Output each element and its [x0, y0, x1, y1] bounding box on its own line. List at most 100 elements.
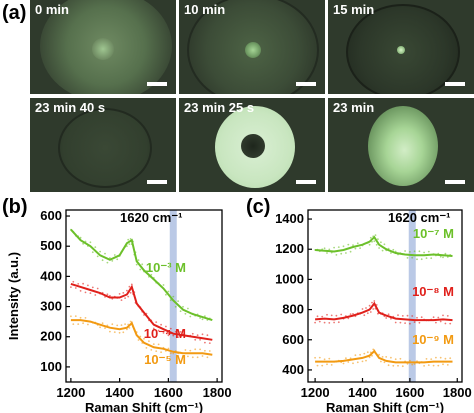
- series-point: [390, 317, 392, 320]
- series-point: [406, 257, 409, 259]
- series-point: [361, 308, 364, 310]
- series-point: [204, 341, 206, 344]
- series-point: [425, 257, 428, 259]
- series-point: [363, 352, 366, 355]
- x-tick-label: 1600: [154, 385, 183, 400]
- series-point: [162, 284, 165, 286]
- series-point: [157, 329, 160, 332]
- series-label: 10⁻⁵ M: [144, 352, 186, 367]
- micrograph-tile: 23 min 40 s: [30, 98, 176, 192]
- micrograph-tile: 15 min: [328, 0, 474, 94]
- series-point: [124, 323, 126, 325]
- series-point: [378, 247, 380, 249]
- series-point: [381, 356, 384, 358]
- series-point: [354, 354, 357, 357]
- x-axis-label: Raman Shift (cm⁻¹): [326, 400, 444, 413]
- series-point: [135, 263, 138, 266]
- series-point: [392, 364, 395, 367]
- series-point: [191, 332, 194, 335]
- series-point: [124, 297, 126, 299]
- series-point: [366, 351, 369, 354]
- series-point: [397, 314, 399, 316]
- series-point: [444, 357, 447, 360]
- series-point: [155, 350, 158, 352]
- series-point: [368, 356, 371, 359]
- series-point: [437, 364, 440, 367]
- series-point: [335, 254, 338, 256]
- series-point: [352, 313, 354, 315]
- series-point: [337, 246, 340, 248]
- y-tick-label: 400: [282, 362, 304, 377]
- series-point: [318, 320, 321, 323]
- series-point: [109, 257, 111, 259]
- x-tick-label: 1800: [203, 385, 232, 400]
- highlight-band: [408, 210, 416, 382]
- time-label: 23 min 40 s: [35, 100, 106, 115]
- series-point: [406, 314, 409, 317]
- series-point: [177, 300, 180, 302]
- series-point: [141, 263, 144, 266]
- series-point: [160, 351, 163, 354]
- series-point: [79, 316, 82, 319]
- series-point: [437, 316, 440, 319]
- series-point: [172, 352, 175, 355]
- series-point: [87, 323, 89, 326]
- series-point: [418, 321, 421, 324]
- droplet-region: [58, 108, 152, 188]
- time-label: 23 min 25 s: [184, 100, 255, 115]
- series-label: 10⁻³ M: [146, 260, 186, 275]
- series-point: [380, 360, 382, 363]
- series-point: [162, 332, 165, 334]
- droplet-region: [368, 106, 438, 186]
- series-point: [354, 247, 357, 250]
- series-point: [404, 322, 406, 324]
- series-point: [342, 245, 345, 248]
- series-point: [116, 324, 119, 327]
- series-point: [129, 291, 132, 294]
- series-point: [342, 362, 345, 365]
- highlight-annotation: 1620 cm⁻¹: [388, 210, 451, 225]
- series-point: [111, 323, 114, 326]
- series-point: [432, 364, 435, 367]
- series-point: [385, 356, 388, 358]
- series-point: [84, 317, 87, 319]
- series-point: [328, 322, 331, 324]
- series-point: [96, 255, 99, 258]
- series-point: [335, 314, 338, 317]
- series-point: [150, 349, 153, 351]
- series-point: [174, 305, 177, 308]
- panel-label-c: (c): [246, 196, 271, 218]
- series-point: [169, 327, 172, 330]
- series-point: [381, 249, 384, 252]
- series-point: [416, 316, 418, 319]
- series-point: [446, 364, 449, 366]
- x-tick-label: 1600: [395, 385, 424, 400]
- series-point: [116, 258, 119, 261]
- series-point: [122, 331, 125, 334]
- series-point: [109, 330, 111, 333]
- series-point: [99, 250, 101, 253]
- series-point: [449, 357, 452, 360]
- series-point: [330, 364, 333, 366]
- series-point: [79, 236, 82, 239]
- y-tick-label: 200: [40, 329, 62, 344]
- series-point: [446, 315, 449, 317]
- series-point: [187, 355, 189, 358]
- series-point: [316, 315, 319, 318]
- series-point: [89, 241, 92, 244]
- series-point: [430, 358, 433, 360]
- series-point: [425, 358, 428, 360]
- series-point: [347, 317, 350, 320]
- time-label: 0 min: [35, 2, 69, 17]
- series-point: [127, 295, 130, 298]
- series-point: [347, 361, 350, 363]
- series-point: [371, 240, 373, 243]
- panel-label-b: (b): [2, 196, 28, 218]
- series-point: [91, 286, 94, 289]
- series-point: [423, 251, 425, 254]
- series-point: [106, 261, 109, 264]
- y-tick-label: 300: [40, 299, 62, 314]
- series-point: [187, 307, 189, 310]
- series-point: [82, 322, 84, 325]
- series-point: [394, 321, 397, 324]
